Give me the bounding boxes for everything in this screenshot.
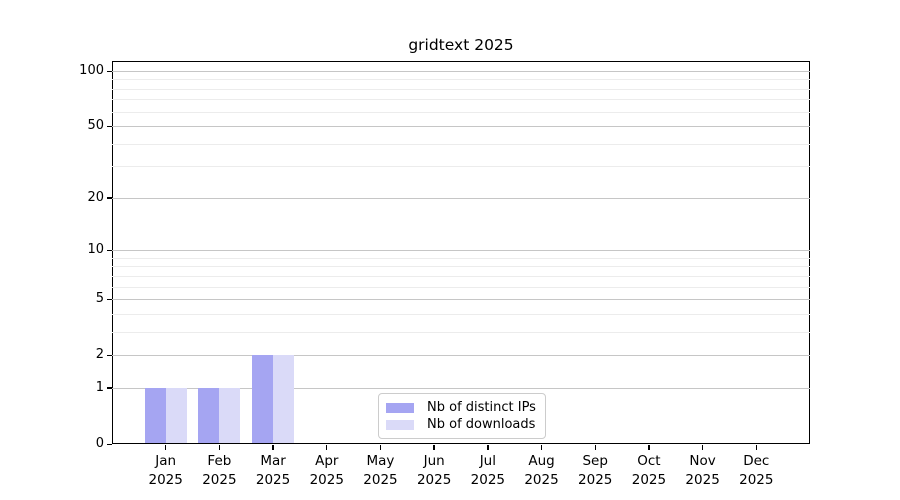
legend-item-distinct-ips: Nb of distinct IPs <box>386 399 537 416</box>
y-gridline-minor-80 <box>112 88 810 90</box>
x-tick-label-jul: Jul 2025 <box>448 452 528 490</box>
x-tick-label-jan: Jan 2025 <box>126 452 206 490</box>
x-tick-year: 2025 <box>255 472 291 488</box>
y-gridline-50 <box>112 126 810 128</box>
plot-area <box>112 61 810 444</box>
x-tick-month: Apr <box>315 453 339 469</box>
legend-label-downloads: Nb of downloads <box>427 417 536 432</box>
x-tick-aug <box>540 445 543 450</box>
x-tick-month: May <box>366 453 395 469</box>
x-tick-label-sep: Sep 2025 <box>555 452 635 490</box>
y-gridline-100 <box>112 71 810 72</box>
y-tick-1 <box>107 387 112 389</box>
y-tick-label-2: 2 <box>95 347 104 363</box>
x-tick-may <box>379 445 382 450</box>
y-gridline-2 <box>112 355 810 357</box>
x-tick-year: 2025 <box>578 472 613 488</box>
y-gridline-minor-70 <box>112 99 810 101</box>
legend-swatch-downloads-icon <box>386 419 414 430</box>
y-gridline-minor-90 <box>112 79 810 81</box>
y-tick-label-50: 50 <box>87 118 104 134</box>
bar-mar-downloads <box>273 355 295 443</box>
x-tick-month: Aug <box>528 453 555 469</box>
bar-jan-downloads <box>165 387 187 443</box>
x-tick-year: 2025 <box>470 472 506 488</box>
x-tick-dec <box>755 445 757 450</box>
x-tick-label-apr: Apr 2025 <box>287 452 367 490</box>
x-tick-jul <box>487 445 489 450</box>
x-tick-month: Mar <box>260 453 286 469</box>
x-tick-month: Dec <box>743 453 770 469</box>
x-tick-label-aug: Aug 2025 <box>502 452 582 490</box>
x-tick-apr <box>326 445 328 450</box>
x-tick-jun <box>433 445 435 450</box>
x-tick-year: 2025 <box>685 472 720 488</box>
legend-item-downloads: Nb of downloads <box>386 416 537 433</box>
y-tick-label-5: 5 <box>95 291 104 307</box>
x-tick-month: Jun <box>423 453 445 469</box>
y-tick-label-0: 0 <box>95 436 104 451</box>
bar-jan-distinct-ips <box>144 387 166 443</box>
x-tick-label-may: May 2025 <box>340 452 420 490</box>
y-tick-label-10: 10 <box>87 242 104 258</box>
y-tick-label-20: 20 <box>87 189 104 205</box>
bar-feb-downloads <box>219 387 241 443</box>
y-gridline-20 <box>112 197 810 199</box>
x-tick-oct <box>648 445 650 450</box>
x-tick-year: 2025 <box>202 472 237 488</box>
x-tick-label-jun: Jun 2025 <box>394 452 474 490</box>
x-tick-month: Sep <box>582 453 608 469</box>
y-gridline-minor-4 <box>112 313 810 315</box>
x-tick-label-oct: Oct 2025 <box>609 452 689 490</box>
x-tick-year: 2025 <box>524 472 559 488</box>
x-tick-nov <box>701 445 704 450</box>
y-tick-10 <box>107 249 112 252</box>
y-gridline-10 <box>112 250 810 252</box>
x-tick-year: 2025 <box>309 472 344 488</box>
x-tick-mar <box>272 445 274 450</box>
y-tick-100 <box>107 70 112 72</box>
y-tick-label-1: 1 <box>95 379 104 395</box>
y-gridline-minor-3 <box>112 331 810 333</box>
y-tick-0 <box>107 443 112 445</box>
y-gridline-minor-9 <box>112 257 810 259</box>
x-tick-month: Feb <box>207 453 232 469</box>
x-tick-label-nov: Nov 2025 <box>663 452 743 490</box>
legend-swatch-distinct-ips-icon <box>386 402 414 413</box>
x-tick-label-mar: Mar 2025 <box>233 452 313 490</box>
y-tick-5 <box>107 298 112 301</box>
y-tick-50 <box>107 125 112 128</box>
y-gridline-minor-8 <box>112 266 810 268</box>
y-gridline-5 <box>112 299 810 301</box>
y-gridline-minor-7 <box>112 275 810 277</box>
legend-label-distinct-ips: Nb of distinct IPs <box>427 400 536 415</box>
x-tick-sep <box>594 445 596 450</box>
x-tick-year: 2025 <box>148 472 183 488</box>
y-gridline-minor-30 <box>112 166 810 168</box>
legend: Nb of distinct IPs Nb of downloads <box>378 393 546 439</box>
bar-feb-distinct-ips <box>198 387 220 443</box>
y-gridline-minor-6 <box>112 286 810 288</box>
y-tick-2 <box>107 354 112 357</box>
x-tick-label-dec: Dec 2025 <box>716 452 796 490</box>
chart-title: gridtext 2025 <box>408 36 514 54</box>
x-tick-month: Jul <box>479 453 496 469</box>
x-tick-year: 2025 <box>363 472 398 488</box>
x-tick-feb <box>218 445 221 450</box>
x-tick-month: Nov <box>689 453 716 469</box>
y-gridline-minor-60 <box>112 111 810 113</box>
y-gridline-1 <box>112 387 810 389</box>
y-tick-label-100: 100 <box>79 63 104 78</box>
x-tick-jan <box>164 445 167 450</box>
x-tick-label-feb: Feb 2025 <box>179 452 259 490</box>
x-tick-month: Oct <box>637 453 661 469</box>
y-tick-20 <box>107 197 112 199</box>
x-tick-year: 2025 <box>631 472 667 488</box>
x-tick-year: 2025 <box>416 472 452 488</box>
x-tick-month: Jan <box>155 453 177 469</box>
x-tick-year: 2025 <box>739 472 774 488</box>
y-gridline-minor-40 <box>112 143 810 145</box>
bar-mar-distinct-ips <box>252 355 274 443</box>
